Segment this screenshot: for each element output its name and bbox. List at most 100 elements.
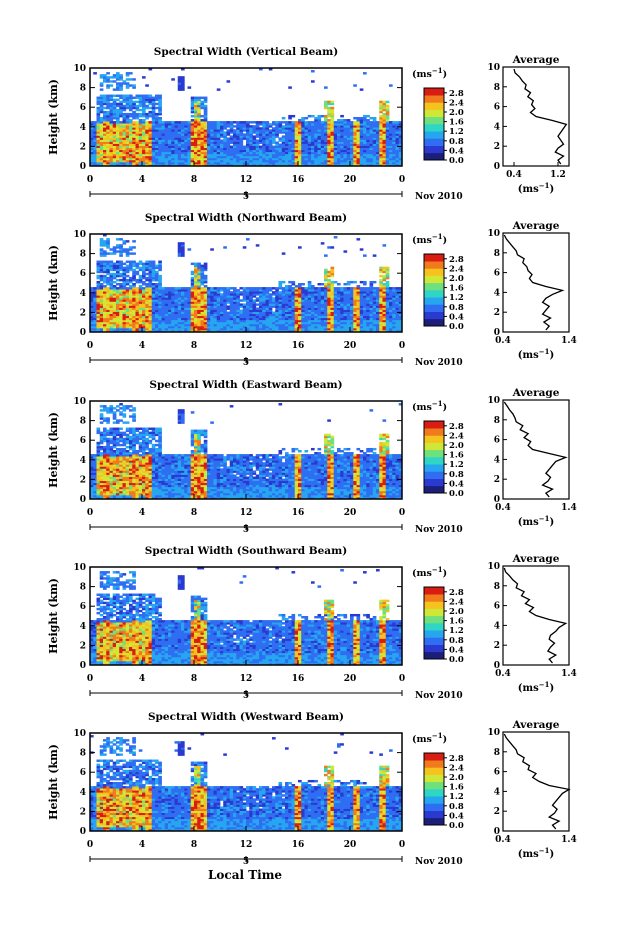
colorbar: [424, 421, 444, 493]
colorbar: [424, 88, 444, 160]
x-tick-label: 8: [191, 175, 197, 185]
x-tick-label: 4: [139, 341, 145, 351]
x-tick-label: 0: [399, 341, 405, 351]
avg-y-tick-label: 2: [494, 308, 500, 318]
avg-y-tick-label: 8: [494, 748, 500, 758]
avg-y-tick-label: 8: [494, 582, 500, 592]
average-x-label: (ms−1): [518, 680, 554, 694]
avg-y-tick-label: 6: [494, 269, 500, 279]
average-x-label: (ms−1): [518, 514, 554, 528]
colorbar-tick-label: 1.6: [449, 617, 464, 627]
y-tick-label: 6: [80, 602, 86, 612]
x-tick-label: 4: [139, 840, 145, 850]
average-profile-line: [514, 69, 566, 164]
colorbar-unit: (ms−1): [412, 232, 447, 246]
avg-y-tick-label: 4: [494, 288, 500, 298]
y-tick-label: 2: [80, 807, 86, 817]
avg-y-tick-label: 6: [494, 602, 500, 612]
avg-y-tick-label: 10: [487, 396, 500, 406]
heatmap-cells: [90, 234, 402, 332]
colorbar-tick-label: 0.0: [449, 156, 464, 166]
y-tick-label: 10: [73, 230, 86, 240]
colorbar-tick-label: 0.8: [449, 137, 464, 147]
colorbar-tick-label: 0.8: [449, 802, 464, 812]
x-tick-label: 0: [87, 175, 93, 185]
colorbar-tick-label: 2.4: [449, 763, 464, 773]
y-tick-label: 0: [80, 827, 86, 837]
y-tick-label: 2: [80, 308, 86, 318]
avg-y-tick-label: 4: [494, 455, 500, 465]
y-tick-label: 4: [80, 788, 86, 798]
avg-y-tick-label: 6: [494, 436, 500, 446]
x-tick-label: 0: [87, 674, 93, 684]
colorbar-tick-label: 0.8: [449, 470, 464, 480]
colorbar-tick-label: 0.8: [449, 636, 464, 646]
colorbar-tick-label: 1.2: [449, 127, 464, 137]
y-tick-label: 6: [80, 436, 86, 446]
colorbar-tick-label: 1.2: [449, 626, 464, 636]
y-tick-label: 0: [80, 328, 86, 338]
colorbar-tick-label: 0.4: [449, 645, 464, 655]
y-tick-label: 0: [80, 162, 86, 172]
colorbar-unit: (ms−1): [412, 66, 447, 80]
y-tick-label: 10: [73, 729, 86, 739]
colorbar-tick-label: 2.8: [449, 754, 464, 764]
avg-y-tick-label: 2: [494, 641, 500, 651]
x-tick-label: 8: [191, 674, 197, 684]
avg-x-tick-label: 1.2: [550, 170, 566, 180]
avg-y-tick-label: 4: [494, 122, 500, 132]
colorbar: [424, 254, 444, 326]
average-x-label: (ms−1): [518, 347, 554, 361]
panel-title: Spectral Width (Westward Beam): [148, 711, 344, 723]
average-profile-line: [504, 734, 569, 829]
y-tick-label: 0: [80, 495, 86, 505]
colorbar-unit: (ms−1): [412, 731, 447, 745]
y-tick-label: 10: [73, 397, 86, 407]
x-tick-label: 20: [344, 674, 357, 684]
y-tick-label: 8: [80, 84, 86, 94]
average-x-label: (ms−1): [518, 181, 554, 195]
avg-x-tick-label: 0.4: [495, 669, 511, 679]
colorbar-tick-label: 0.8: [449, 303, 464, 313]
x-tick-label: 8: [191, 840, 197, 850]
avg-x-tick-label: 0.4: [506, 170, 522, 180]
x-tick-label: 16: [292, 508, 305, 518]
x-tick-label: 0: [399, 175, 405, 185]
y-tick-label: 6: [80, 269, 86, 279]
average-title: Average: [512, 387, 560, 399]
average-profile-line: [504, 235, 562, 330]
colorbar-tick-label: 2.0: [449, 773, 464, 783]
y-axis-label: Height (km): [47, 79, 60, 155]
avg-y-tick-label: 8: [494, 249, 500, 259]
day-label: 5: [243, 525, 249, 535]
colorbar-tick-label: 2.8: [449, 422, 464, 432]
x-tick-label: 0: [399, 840, 405, 850]
date-label: Nov 2010: [415, 192, 463, 202]
colorbar-tick-label: 2.4: [449, 98, 464, 108]
panel-title: Spectral Width (Vertical Beam): [154, 46, 338, 58]
x-tick-label: 20: [344, 508, 357, 518]
panel-3: Spectral Width (Southward Beam)0246810He…: [47, 545, 577, 701]
panel-title: Spectral Width (Southward Beam): [145, 545, 347, 557]
avg-y-tick-label: 10: [487, 229, 500, 239]
date-label: Nov 2010: [415, 857, 463, 867]
avg-y-tick-label: 8: [494, 416, 500, 426]
colorbar-tick-label: 0.0: [449, 322, 464, 332]
colorbar: [424, 587, 444, 659]
colorbar-tick-label: 2.0: [449, 274, 464, 284]
y-tick-label: 2: [80, 475, 86, 485]
avg-x-tick-label: 0.4: [495, 835, 511, 845]
x-tick-label: 4: [139, 674, 145, 684]
colorbar-tick-label: 2.0: [449, 108, 464, 118]
avg-y-tick-label: 8: [494, 83, 500, 93]
colorbar-tick-label: 2.8: [449, 255, 464, 265]
day-label: 5: [243, 192, 249, 202]
y-tick-label: 4: [80, 622, 86, 632]
y-tick-label: 8: [80, 250, 86, 260]
colorbar-tick-label: 1.2: [449, 293, 464, 303]
avg-y-tick-label: 6: [494, 768, 500, 778]
colorbar-tick-label: 2.8: [449, 89, 464, 99]
y-tick-label: 2: [80, 641, 86, 651]
day-label: 5: [243, 358, 249, 368]
